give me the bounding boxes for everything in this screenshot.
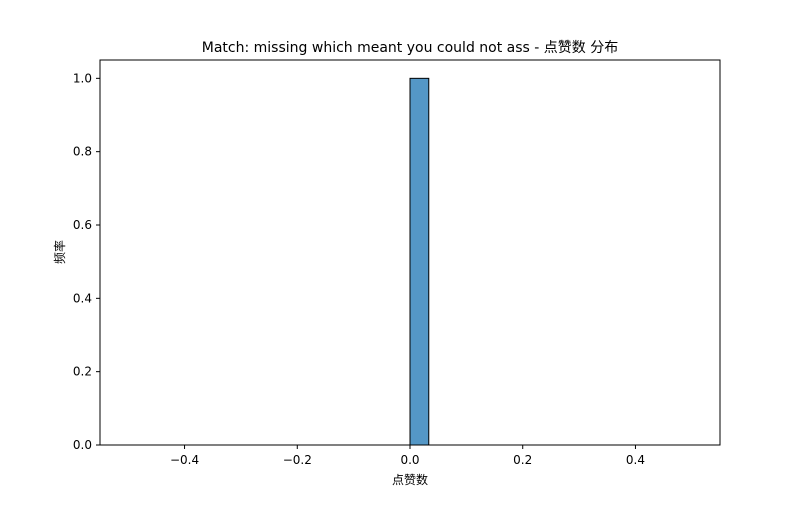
chart-title: Match: missing which meant you could not…: [202, 40, 618, 56]
x-tick-label: −0.4: [170, 453, 199, 467]
y-axis-label: 频率: [52, 240, 67, 264]
bars-layer: [128, 77, 692, 446]
plot-area-frame: [99, 59, 721, 446]
x-tick-label: 0.0: [400, 453, 419, 467]
histogram-bar-15: [409, 77, 430, 446]
x-axis-ticks: −0.4 −0.2 0.0 0.2 0.4: [170, 445, 645, 467]
x-axis-label: 点赞数: [392, 472, 428, 487]
y-tick-label: 0.0: [73, 438, 92, 452]
x-tick-label: −0.2: [283, 453, 312, 467]
x-tick-label: 0.2: [513, 453, 532, 467]
y-tick-label: 0.2: [73, 365, 92, 379]
y-tick-label: 0.8: [73, 145, 92, 159]
y-tick-label: 0.4: [73, 291, 92, 305]
y-axis-ticks: 0.0 0.2 0.4 0.6 0.8 1.0: [73, 71, 100, 452]
x-tick-label: 0.4: [626, 453, 645, 467]
y-tick-label: 1.0: [73, 71, 92, 85]
y-tick-label: 0.6: [73, 218, 92, 232]
